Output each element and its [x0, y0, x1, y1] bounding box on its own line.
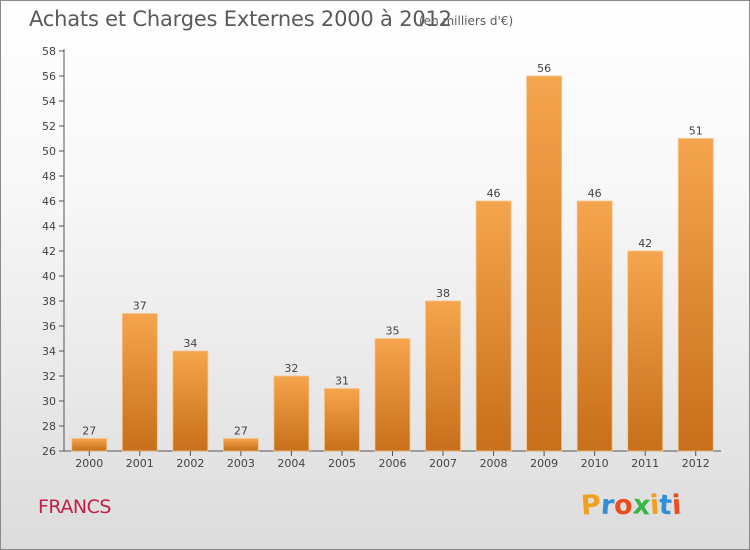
x-tick-label: 2004: [277, 457, 305, 470]
bar-value-label: 46: [487, 187, 501, 200]
chart-unit: (en milliers d'€): [419, 14, 514, 28]
y-tick-label: 42: [42, 245, 56, 258]
bar-value-label: 38: [436, 287, 450, 300]
bar: [71, 438, 108, 452]
y-tick-label: 30: [42, 395, 56, 408]
y-tick-label: 40: [42, 270, 56, 283]
logo-letter: i: [671, 489, 683, 522]
y-tick-label: 44: [42, 220, 56, 233]
x-tick-label: 2003: [227, 457, 255, 470]
x-tick-label: 2010: [581, 457, 609, 470]
x-tick-label: 2001: [126, 457, 154, 470]
bar: [677, 138, 714, 452]
y-tick-label: 38: [42, 295, 56, 308]
bar-value-label: 35: [386, 325, 400, 338]
bar-value-label: 27: [82, 425, 96, 438]
currency-label: FRANCS: [38, 496, 111, 518]
bar: [576, 200, 613, 452]
y-tick-label: 48: [42, 170, 56, 183]
y-tick-label: 58: [42, 45, 56, 58]
y-tick-label: 36: [42, 320, 56, 333]
proxiti-logo: Proxiti: [579, 489, 683, 522]
bar-value-label: 51: [689, 125, 703, 138]
bar-value-label: 42: [638, 237, 652, 250]
bar-value-label: 31: [335, 375, 349, 388]
x-tick-label: 2012: [682, 457, 710, 470]
bar-value-label: 34: [183, 337, 197, 350]
x-tick-label: 2002: [176, 457, 204, 470]
bar: [324, 388, 360, 452]
bar: [374, 338, 411, 452]
y-tick-label: 26: [42, 445, 56, 458]
bar-value-label: 32: [284, 362, 298, 375]
bar: [172, 350, 209, 452]
x-tick-label: 2011: [631, 457, 659, 470]
y-tick-label: 50: [42, 145, 56, 158]
bar: [475, 200, 512, 452]
y-tick-label: 28: [42, 420, 56, 433]
logo-letter: P: [579, 489, 602, 522]
chart-title: Achats et Charges Externes 2000 à 2012: [29, 7, 452, 31]
x-tick-label: 2009: [530, 457, 558, 470]
bar-value-label: 27: [234, 425, 248, 438]
logo-letter: o: [613, 489, 634, 522]
bar: [627, 250, 664, 452]
y-tick-label: 56: [42, 70, 56, 83]
y-tick-label: 32: [42, 370, 56, 383]
bar-value-label: 37: [133, 300, 147, 313]
bar: [526, 75, 563, 452]
bar-value-label: 56: [537, 62, 551, 75]
y-tick-label: 52: [42, 120, 56, 133]
y-tick-label: 54: [42, 95, 56, 108]
x-tick-label: 2006: [379, 457, 407, 470]
bar: [121, 313, 158, 452]
bar: [273, 375, 310, 452]
y-tick-label: 46: [42, 195, 56, 208]
bar-value-label: 46: [588, 187, 602, 200]
x-tick-label: 2005: [328, 457, 356, 470]
bar: [425, 300, 461, 452]
y-tick-label: 34: [42, 345, 56, 358]
x-tick-label: 2008: [480, 457, 508, 470]
bar: [222, 438, 259, 452]
x-tick-label: 2000: [75, 457, 103, 470]
x-tick-label: 2007: [429, 457, 457, 470]
